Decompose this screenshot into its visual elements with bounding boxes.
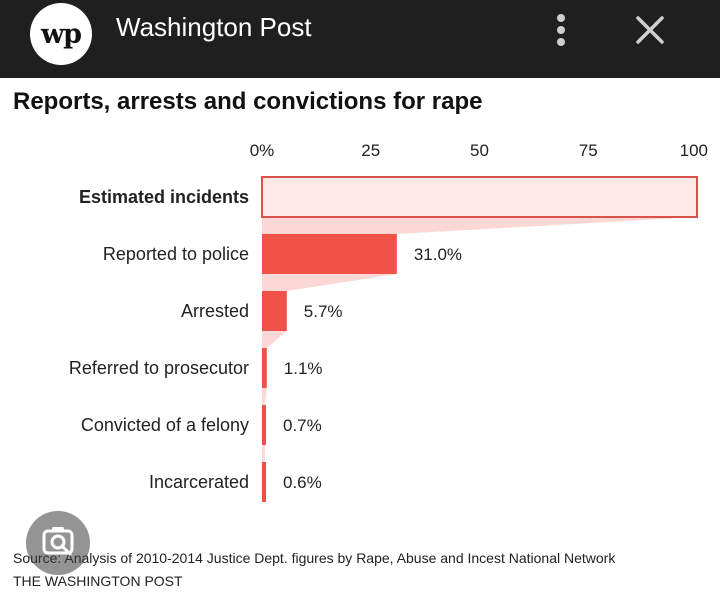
category-label: Convicted of a felony	[81, 415, 249, 435]
bar	[262, 234, 397, 274]
funnel-connector	[262, 388, 267, 405]
funnel-connector	[262, 331, 287, 348]
category-label: Arrested	[181, 301, 249, 321]
camera-search-icon[interactable]	[26, 511, 90, 575]
source-note: Source: Analysis of 2010-2014 Justice De…	[13, 550, 616, 566]
bar	[261, 176, 698, 218]
value-label: 5.7%	[304, 302, 343, 321]
funnel-connector	[262, 217, 697, 234]
value-label: 1.1%	[284, 359, 323, 378]
x-tick-label: 25	[361, 141, 380, 160]
app-title: Washington Post	[116, 12, 312, 42]
funnel-connector	[262, 274, 397, 291]
category-label: Estimated incidents	[79, 187, 249, 207]
funnel-connector	[262, 445, 266, 462]
x-tick-label: 50	[470, 141, 489, 160]
wp-logo[interactable]: wp	[30, 3, 92, 65]
close-icon[interactable]	[630, 10, 670, 50]
x-tick-label: 75	[579, 141, 598, 160]
app-header: wp Washington Post	[0, 0, 720, 78]
bar	[262, 462, 266, 502]
value-label: 0.7%	[283, 416, 322, 435]
category-label: Incarcerated	[149, 472, 249, 492]
more-vertical-icon[interactable]	[545, 10, 577, 50]
category-label: Referred to prosecutor	[69, 358, 249, 378]
bar	[262, 348, 267, 388]
value-label: 31.0%	[414, 245, 462, 264]
bar	[262, 405, 266, 445]
x-tick-label: 0%	[250, 141, 275, 160]
credit-line: THE WASHINGTON POST	[13, 573, 183, 589]
x-tick-label: 100	[680, 141, 708, 160]
chart-title: Reports, arrests and convictions for rap…	[13, 88, 483, 115]
bar	[262, 291, 287, 331]
category-label: Reported to police	[103, 244, 249, 264]
value-label: 0.6%	[283, 473, 322, 492]
